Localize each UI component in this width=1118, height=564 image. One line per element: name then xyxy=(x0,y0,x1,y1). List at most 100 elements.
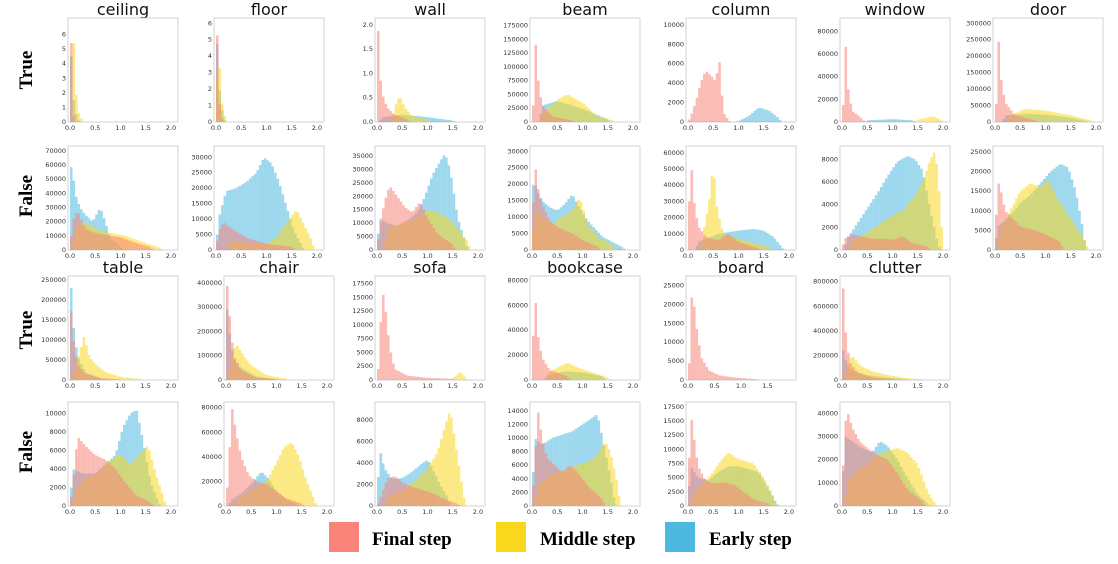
bar-final xyxy=(1000,192,1003,250)
bar-middle xyxy=(917,467,921,506)
bar-middle xyxy=(587,371,591,380)
bar-final xyxy=(542,206,545,250)
bar-middle xyxy=(728,453,731,506)
x-tick-label: 1.0 xyxy=(577,124,587,132)
bar-final xyxy=(700,231,704,250)
bar-final xyxy=(377,239,380,250)
bar-final xyxy=(1045,234,1048,250)
x-tick-label: 0.0 xyxy=(527,252,537,260)
bar-final xyxy=(1002,94,1006,122)
y-tick-label: 150000 xyxy=(503,35,528,43)
x-tick-label: 0.5 xyxy=(90,382,100,390)
bar-middle xyxy=(597,237,601,250)
bar-final xyxy=(112,236,116,250)
y-tick-label: 0 xyxy=(680,376,684,384)
bar-final xyxy=(887,379,890,380)
bar-final xyxy=(87,449,91,506)
y-tick-label: 25000 xyxy=(507,104,528,112)
y-tick-label: 0 xyxy=(369,502,373,510)
x-tick-label: 1.0 xyxy=(115,252,125,260)
bar-final xyxy=(997,183,1001,250)
panel-false-8: 0.0 0.5 1.0 1.5 2.00500010000150002000025000… xyxy=(191,145,325,260)
y-tick-label: 150000 xyxy=(966,69,991,77)
x-tick-label: 2.0 xyxy=(628,508,638,516)
bar-final xyxy=(226,225,229,250)
bar-final xyxy=(544,363,548,380)
bar-middle xyxy=(857,363,860,380)
bar-final xyxy=(377,30,380,122)
bar-early xyxy=(1078,210,1081,250)
bar-final xyxy=(407,120,410,122)
bar-final xyxy=(844,46,848,122)
bar-final xyxy=(693,106,696,122)
bar-final xyxy=(296,502,300,506)
bar-middle xyxy=(902,377,906,380)
bar-final xyxy=(693,306,696,380)
bar-final xyxy=(708,481,711,506)
bar-middle xyxy=(397,98,400,122)
bar-final xyxy=(844,420,848,506)
bar-final xyxy=(905,487,908,506)
bar-middle xyxy=(567,212,570,250)
bar-final xyxy=(544,453,548,506)
bar-middle xyxy=(399,98,403,122)
y-tick-label: 20000 xyxy=(663,214,684,222)
bar-early xyxy=(440,119,443,122)
bar-early xyxy=(889,170,893,250)
bar-final xyxy=(414,207,418,250)
bar-middle xyxy=(607,449,611,506)
bar-middle xyxy=(912,459,916,506)
bar-middle xyxy=(600,375,603,380)
bar-middle xyxy=(130,378,134,380)
bar-final xyxy=(427,377,430,380)
bar-early xyxy=(1065,166,1069,250)
bar-final xyxy=(857,373,860,380)
bar-final xyxy=(879,238,883,250)
bar-final xyxy=(216,35,219,122)
x-tick-label: 0.0 xyxy=(990,124,1000,132)
bar-final xyxy=(128,487,131,506)
bar-middle xyxy=(937,191,941,250)
bar-final xyxy=(1032,120,1036,122)
y-tick-label: 20000 xyxy=(970,168,991,176)
y-tick-label: 4000 xyxy=(511,475,528,483)
bar-middle xyxy=(922,481,926,506)
bar-final xyxy=(1017,116,1021,122)
bar-middle xyxy=(562,364,565,380)
bar-middle xyxy=(768,248,772,250)
bar-final xyxy=(231,342,234,380)
bar-final xyxy=(87,375,91,380)
x-tick-label: 0.5 xyxy=(709,382,719,390)
y-tick-label: 40000 xyxy=(817,73,838,81)
bar-final xyxy=(763,502,767,506)
bar-middle xyxy=(1045,110,1048,122)
bar-middle xyxy=(271,376,274,380)
bar-final xyxy=(889,239,893,250)
bar-early xyxy=(753,229,757,250)
bar-middle xyxy=(602,118,606,122)
bar-final xyxy=(97,233,101,250)
bar-middle xyxy=(445,421,448,506)
bar-final xyxy=(419,489,423,506)
bar-final xyxy=(564,468,568,506)
bar-middle xyxy=(912,378,916,380)
y-tick-label: 0 xyxy=(62,246,66,254)
y-tick-label: 0 xyxy=(62,502,66,510)
bar-final xyxy=(100,234,103,250)
x-tick-label: 0.5 xyxy=(708,508,718,516)
bar-middle xyxy=(125,377,129,380)
bar-final xyxy=(766,503,769,506)
x-tick-label: 0.5 xyxy=(1015,124,1025,132)
bar-middle xyxy=(940,120,943,122)
bar-middle xyxy=(1030,109,1033,122)
bar-early xyxy=(768,111,772,122)
bar-final xyxy=(743,243,747,250)
bar-final xyxy=(590,243,593,250)
panel-false-9: 0.0 0.5 1.0 1.5 2.00500010000150002000025000… xyxy=(352,145,486,260)
y-tick-label: 8000 xyxy=(821,155,838,163)
